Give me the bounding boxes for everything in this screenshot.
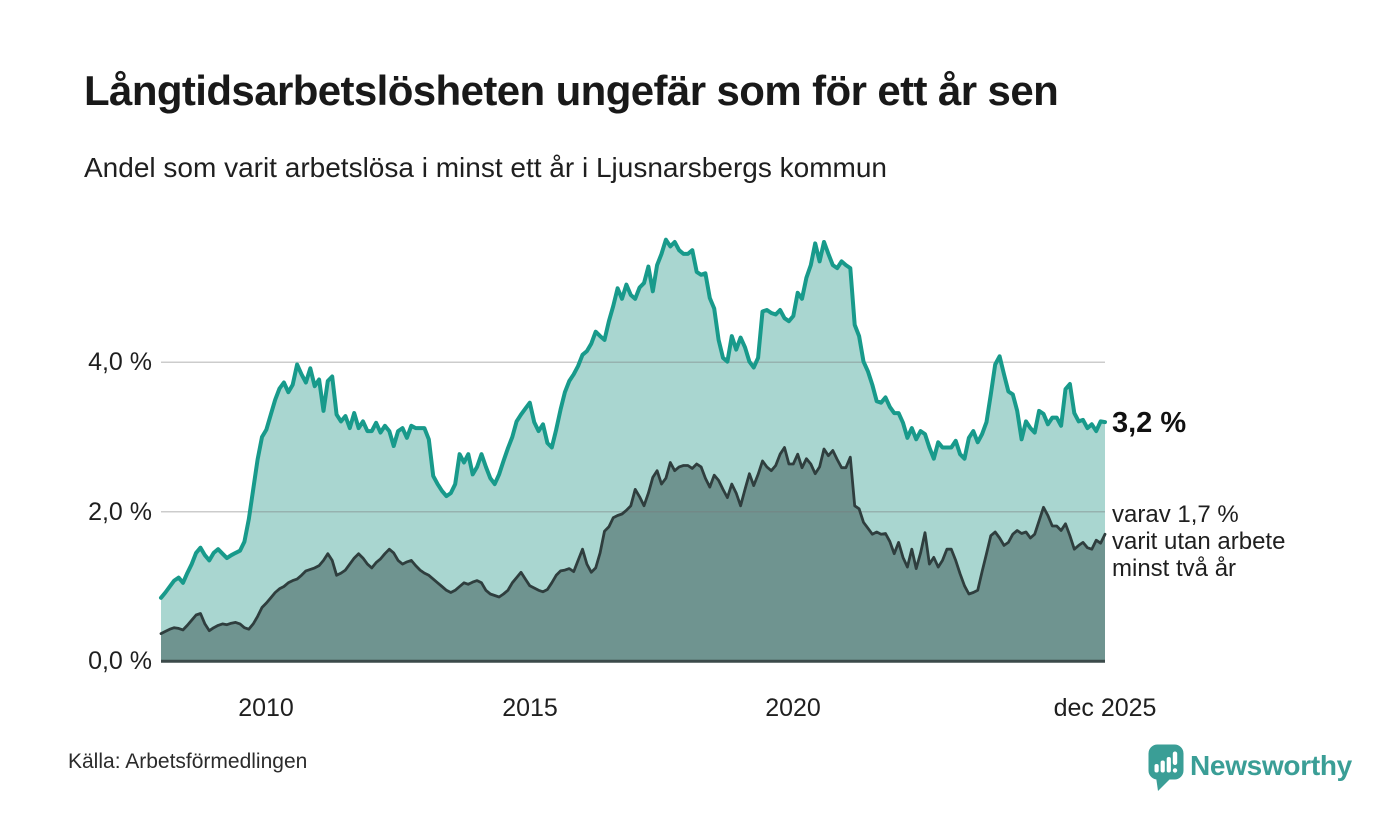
end-value-label: 3,2 % — [1112, 407, 1187, 439]
line-unemployed-one-year — [159, 237, 1107, 600]
x-tick-label-2015: 2015 — [502, 694, 558, 722]
y-tick-label-4: 4,0 % — [88, 348, 152, 376]
page-title: Långtidsarbetslösheten ungefär som för e… — [84, 67, 1059, 114]
area-unemployed-two-years — [161, 447, 1105, 662]
end-note-line-1: varav 1,7 % — [1112, 501, 1239, 528]
end-note-line-2: varit utan arbete — [1112, 528, 1286, 555]
x-tick-label-dec-2025: dec 2025 — [1053, 694, 1157, 722]
source-attribution: Källa: Arbetsförmedlingen — [68, 750, 308, 773]
end-note-line-3: minst två år — [1112, 555, 1237, 582]
newsworthy-wordmark: Newsworthy — [1190, 750, 1352, 781]
newsworthy-logo: Newsworthy — [1148, 744, 1378, 800]
newsworthy-pin-icon — [1148, 744, 1184, 791]
x-tick-label-2020: 2020 — [765, 694, 821, 722]
y-tick-label-2: 2,0 % — [88, 498, 152, 526]
line-unemployed-two-years — [159, 446, 1107, 635]
page-subtitle: Andel som varit arbetslösa i minst ett å… — [84, 152, 887, 183]
x-tick-label-2010: 2010 — [238, 694, 294, 722]
y-tick-label-0: 0,0 % — [88, 647, 152, 675]
end-note-label: varav 1,7 % varit utan arbete minst två … — [1112, 501, 1285, 582]
